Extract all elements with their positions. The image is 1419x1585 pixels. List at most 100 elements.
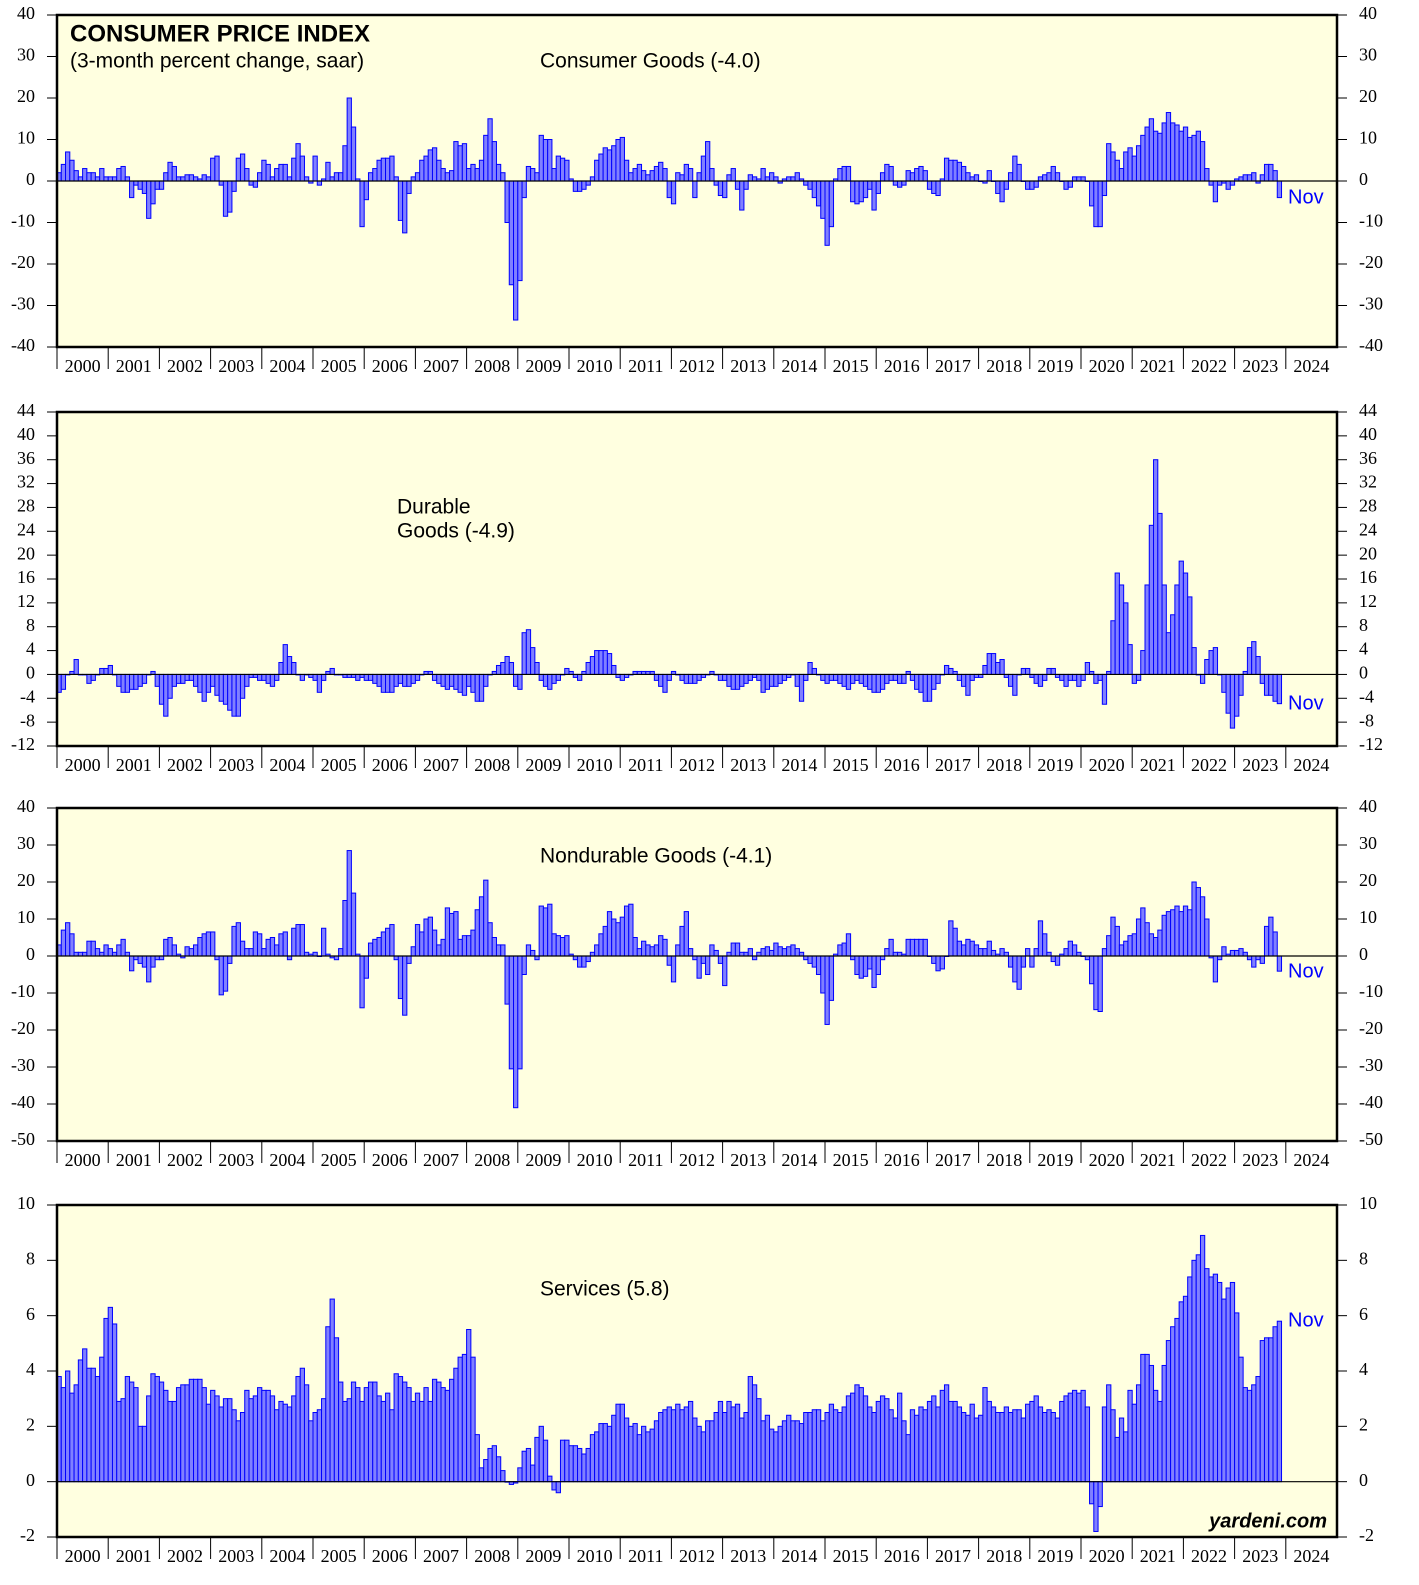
bar	[1012, 155, 1018, 182]
x-tick-label: 2000	[65, 356, 101, 376]
bar	[397, 955, 404, 1000]
y-tick-label: 20	[17, 543, 35, 563]
bar	[453, 1367, 459, 1483]
bar	[184, 174, 190, 182]
bar	[594, 1431, 600, 1483]
bar	[308, 1420, 314, 1483]
bar	[133, 1387, 139, 1483]
bar	[282, 931, 288, 957]
x-tick-label: 2024	[1293, 1546, 1329, 1566]
bar	[1199, 896, 1206, 957]
bar	[875, 1400, 881, 1483]
x-tick-label: 2000	[65, 1546, 101, 1566]
bar	[986, 1400, 992, 1483]
bar	[705, 141, 711, 182]
x-tick-label: 2011	[628, 1546, 663, 1566]
bar	[909, 673, 916, 681]
bar	[376, 937, 382, 957]
bar	[1114, 159, 1120, 182]
bar	[547, 1475, 553, 1483]
bar	[935, 673, 941, 684]
bar	[773, 1431, 779, 1483]
bar	[350, 126, 357, 182]
y-tick-label: 32	[17, 472, 35, 492]
bar	[1170, 909, 1176, 957]
bar	[402, 1381, 408, 1483]
bar	[342, 1400, 348, 1483]
bar	[602, 1423, 608, 1483]
bar	[871, 1412, 877, 1483]
bar	[555, 673, 561, 681]
y2-tick-label: 20	[1359, 86, 1377, 106]
bar	[201, 1387, 207, 1483]
bar	[111, 1323, 118, 1483]
bar	[862, 180, 869, 199]
bar	[449, 912, 455, 957]
bar	[265, 1389, 271, 1483]
bar	[1140, 907, 1146, 957]
bar	[948, 1400, 954, 1483]
bar	[274, 944, 280, 957]
bar	[1089, 955, 1095, 985]
bar	[1110, 151, 1116, 182]
bar	[602, 650, 608, 675]
x-tick-label: 2005	[321, 1150, 357, 1170]
bar	[440, 938, 446, 957]
bar	[666, 673, 672, 681]
bar	[598, 153, 604, 182]
bar	[385, 157, 391, 182]
bar	[820, 1420, 826, 1483]
bar	[696, 955, 702, 979]
bar	[282, 1403, 288, 1483]
bar	[901, 180, 907, 186]
bar	[449, 673, 455, 687]
x-tick-label: 2003	[218, 1546, 254, 1566]
bar	[602, 147, 608, 182]
bar	[1174, 905, 1180, 957]
bar	[986, 940, 992, 957]
x-tick-label: 2019	[1037, 1150, 1073, 1170]
bar	[1276, 1320, 1283, 1483]
bar	[653, 944, 660, 957]
bar	[107, 1306, 113, 1483]
bar	[116, 168, 122, 182]
bar	[969, 1403, 975, 1483]
bar	[862, 673, 869, 687]
bar	[1251, 1384, 1257, 1483]
bar	[146, 1395, 152, 1483]
x-tick-label: 2010	[577, 356, 613, 376]
bar	[1042, 933, 1048, 957]
bar	[163, 1389, 169, 1483]
bar	[811, 667, 817, 675]
bar	[568, 1445, 574, 1483]
bar	[726, 174, 732, 182]
bar	[1020, 955, 1027, 968]
bar	[1144, 126, 1150, 182]
x-tick-label: 2018	[986, 1546, 1022, 1566]
bar	[1217, 180, 1223, 186]
bar	[265, 673, 271, 684]
bar	[1229, 949, 1236, 957]
bar	[892, 180, 899, 186]
bar	[820, 673, 826, 681]
bar	[961, 673, 967, 687]
bar	[261, 1389, 267, 1483]
bar	[965, 673, 971, 696]
bar	[333, 172, 340, 182]
bar	[666, 180, 672, 199]
bar	[244, 948, 250, 957]
bar	[739, 673, 745, 687]
bar	[329, 1298, 335, 1483]
bar	[1093, 180, 1099, 228]
bar	[538, 673, 544, 681]
y-tick-label: -40	[11, 1092, 35, 1112]
y2-tick-label: 6	[1359, 1304, 1368, 1324]
bar	[909, 172, 916, 182]
bar	[60, 673, 67, 690]
bar	[359, 1400, 365, 1483]
bar	[1084, 662, 1091, 675]
bar	[773, 176, 779, 182]
x-tick-label: 2002	[167, 356, 203, 376]
bar	[205, 176, 212, 182]
bar	[500, 944, 506, 957]
